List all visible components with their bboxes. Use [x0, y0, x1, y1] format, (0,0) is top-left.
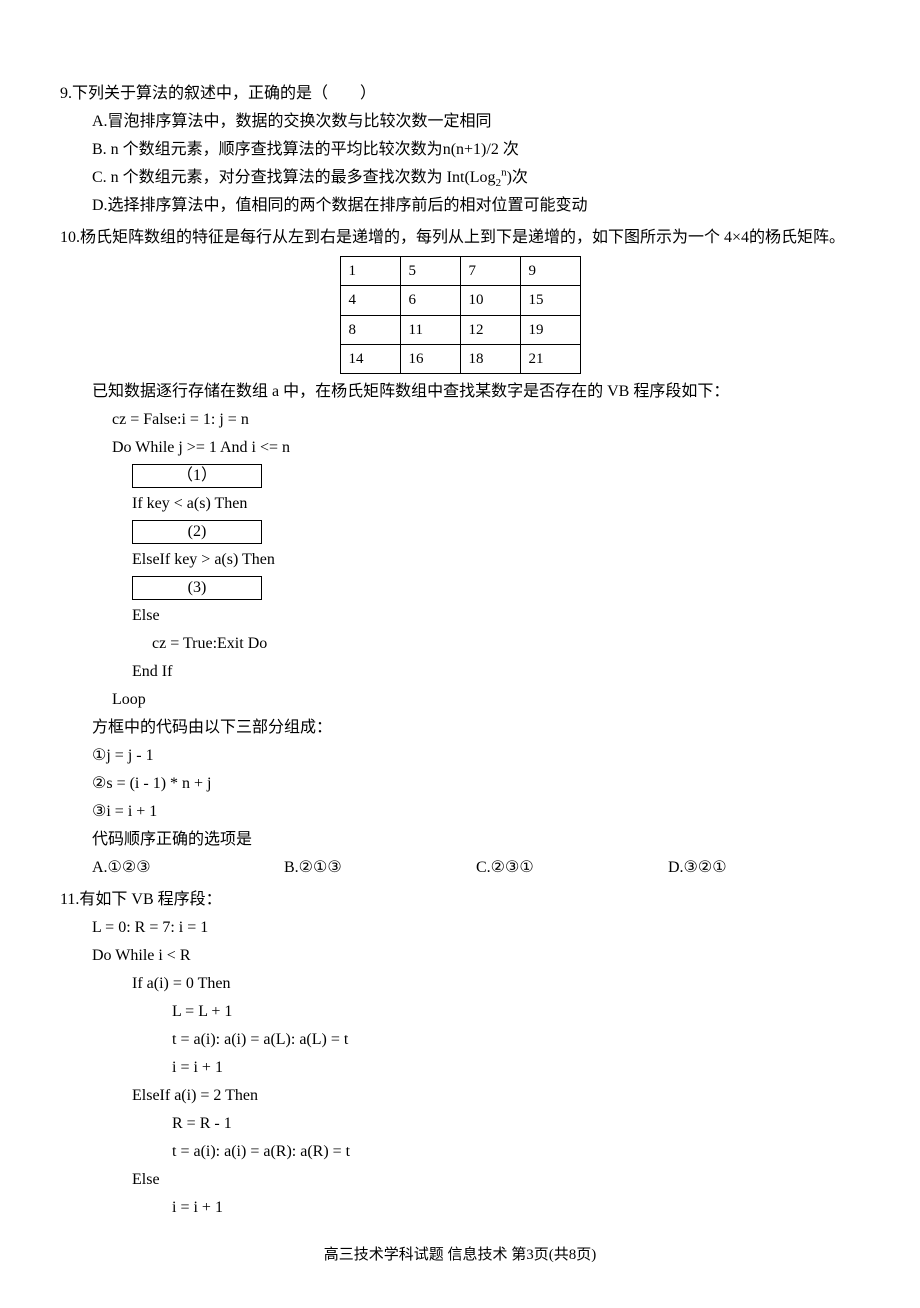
- q10-opt-c: C.②③①: [476, 854, 668, 882]
- table-row: 8 11 12 19: [340, 315, 580, 344]
- code-line: Loop: [60, 686, 860, 714]
- code-line: i = i + 1: [60, 1194, 860, 1222]
- code-line: Do While i < R: [60, 942, 860, 970]
- question-11: 11.有如下 VB 程序段： L = 0: R = 7: i = 1 Do Wh…: [60, 886, 860, 1222]
- q10-parts-intro: 方框中的代码由以下三部分组成：: [60, 714, 860, 742]
- q10-num: 10.: [60, 229, 80, 246]
- code-line: R = R - 1: [60, 1110, 860, 1138]
- blank-line: (3): [60, 574, 860, 602]
- question-9: 9.下列关于算法的叙述中，正确的是（ ） A.冒泡排序算法中，数据的交换次数与比…: [60, 80, 860, 220]
- question-10: 10.杨氏矩阵数组的特征是每行从左到右是递增的，每列从上到下是递增的，如下图所示…: [60, 224, 860, 882]
- q9-opt-c: C. n 个数组元素，对分查找算法的最多查找次数为 Int(Log2n)次: [60, 164, 860, 192]
- cell: 10: [460, 286, 520, 315]
- q11-stem: 有如下 VB 程序段：: [79, 891, 221, 908]
- q11-num: 11.: [60, 891, 79, 908]
- cell: 9: [520, 257, 580, 286]
- q9-b-pre: B. n 个数组元素，顺序查找算法的平均比较次数为: [92, 141, 443, 158]
- code-line: If a(i) = 0 Then: [60, 970, 860, 998]
- cell: 12: [460, 315, 520, 344]
- cell: 4: [340, 286, 400, 315]
- code-line: L = L + 1: [60, 998, 860, 1026]
- q10-opt-b: B.②①③: [284, 854, 476, 882]
- q10-part2: ②s = (i - 1) * n + j: [60, 770, 860, 798]
- q10-stem: 杨氏矩阵数组的特征是每行从左到右是递增的，每列从上到下是递增的，如下图所示为一个…: [80, 229, 845, 246]
- cell: 16: [400, 344, 460, 373]
- blank-1: （1）: [132, 464, 262, 488]
- code-line: t = a(i): a(i) = a(L): a(L) = t: [60, 1026, 860, 1054]
- cell: 14: [340, 344, 400, 373]
- blank-2: (2): [132, 520, 262, 544]
- q10-after-table: 已知数据逐行存储在数组 a 中，在杨氏矩阵数组中查找某数字是否存在的 VB 程序…: [60, 378, 860, 406]
- code-line: i = i + 1: [60, 1054, 860, 1082]
- code-line: End If: [60, 658, 860, 686]
- cell: 11: [400, 315, 460, 344]
- q10-opt-a: A.①②③: [92, 854, 284, 882]
- cell: 5: [400, 257, 460, 286]
- blank-3: (3): [132, 576, 262, 600]
- cell: 1: [340, 257, 400, 286]
- q9-c-pre: C. n 个数组元素，对分查找算法的最多查找次数为 Int(Log: [92, 169, 496, 186]
- cell: 18: [460, 344, 520, 373]
- q9-opt-b: B. n 个数组元素，顺序查找算法的平均比较次数为n(n+1)/2 次: [60, 136, 860, 164]
- code-line: t = a(i): a(i) = a(R): a(R) = t: [60, 1138, 860, 1166]
- cell: 21: [520, 344, 580, 373]
- cell: 7: [460, 257, 520, 286]
- table-row: 14 16 18 21: [340, 344, 580, 373]
- code-line: ElseIf key > a(s) Then: [60, 546, 860, 574]
- q9-stem: 下列关于算法的叙述中，正确的是（ ）: [72, 85, 376, 102]
- q10-part3: ③i = i + 1: [60, 798, 860, 826]
- blank-line: (2): [60, 518, 860, 546]
- code-line: L = 0: R = 7: i = 1: [60, 914, 860, 942]
- blank-line: （1）: [60, 462, 860, 490]
- q10-order-q: 代码顺序正确的选项是: [60, 826, 860, 854]
- q10-part1: ①j = j - 1: [60, 742, 860, 770]
- q9-opt-a: A.冒泡排序算法中，数据的交换次数与比较次数一定相同: [60, 108, 860, 136]
- code-line: Else: [60, 1166, 860, 1194]
- cell: 15: [520, 286, 580, 315]
- code-line: ElseIf a(i) = 2 Then: [60, 1082, 860, 1110]
- q9-num: 9.: [60, 85, 72, 102]
- code-line: If key < a(s) Then: [60, 490, 860, 518]
- table-row: 4 6 10 15: [340, 286, 580, 315]
- q9-b-mid: n(n+1)/2: [443, 141, 499, 158]
- code-line: cz = True:Exit Do: [60, 630, 860, 658]
- table-row: 1 5 7 9: [340, 257, 580, 286]
- q9-opt-d: D.选择排序算法中，值相同的两个数据在排序前后的相对位置可能变动: [60, 192, 860, 220]
- q10-options: A.①②③ B.②①③ C.②③① D.③②①: [60, 854, 860, 882]
- cell: 6: [400, 286, 460, 315]
- code-line: Do While j >= 1 And i <= n: [60, 434, 860, 462]
- young-matrix-table: 1 5 7 9 4 6 10 15 8 11 12 19 14 16 18 21: [340, 256, 581, 374]
- page-footer: 高三技术学科试题 信息技术 第3页(共8页): [60, 1242, 860, 1268]
- q9-b-post: 次: [499, 141, 519, 158]
- code-line: Else: [60, 602, 860, 630]
- q10-opt-d: D.③②①: [668, 854, 860, 882]
- q9-c-post: )次: [507, 169, 528, 186]
- code-line: cz = False:i = 1: j = n: [60, 406, 860, 434]
- cell: 19: [520, 315, 580, 344]
- cell: 8: [340, 315, 400, 344]
